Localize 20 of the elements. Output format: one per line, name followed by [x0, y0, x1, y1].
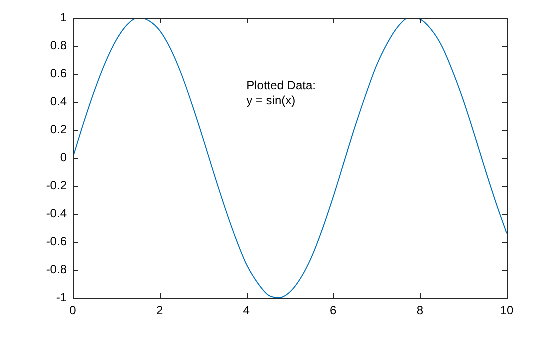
y-tick-label: 0.4	[50, 94, 68, 108]
x-tick-label: 2	[156, 304, 164, 318]
x-tick-label: 8	[416, 304, 424, 318]
y-tick-label: 0.8	[50, 38, 68, 52]
y-tick-label: -0.4	[46, 206, 68, 220]
y-tick-label: -1	[56, 290, 68, 304]
annotation: y = sin(x)	[246, 93, 296, 108]
y-tick-label: -0.8	[46, 262, 68, 276]
x-tick-label: 4	[243, 304, 250, 318]
x-tick-label: 6	[330, 304, 338, 318]
x-tick-label: 10	[500, 304, 514, 318]
x-tick-label: 0	[70, 304, 77, 318]
y-tick-label: 0	[60, 150, 68, 164]
y-tick-label: -0.2	[46, 178, 68, 192]
y-tick-label: 0.6	[50, 66, 68, 80]
line-series	[73, 18, 507, 298]
annotation: Plotted Data:	[246, 78, 316, 92]
y-tick-label: 1	[60, 10, 68, 24]
y-tick-label: 0.2	[50, 122, 68, 136]
y-tick-label: -0.6	[46, 234, 68, 248]
